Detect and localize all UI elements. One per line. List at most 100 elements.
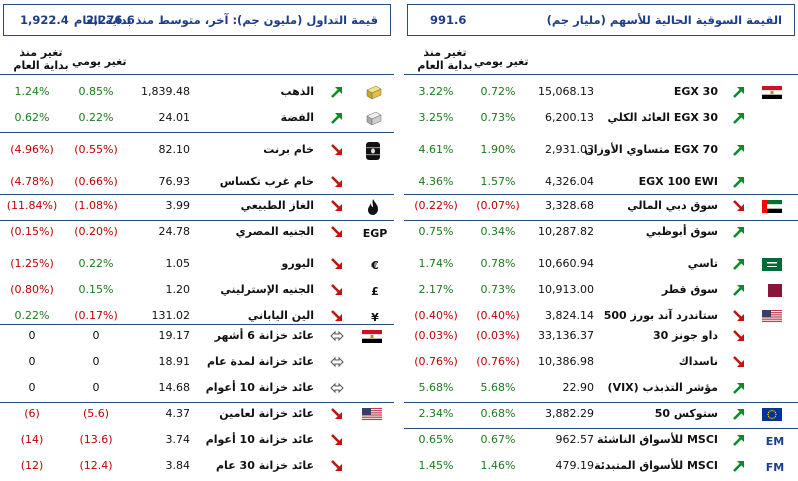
ytd-change: 0 (28, 381, 36, 394)
left-row: (12) (12.4) 3.84 عائد خزانة 30 عام (0, 454, 394, 480)
right-row: 0.65% 0.67% 962.57 MSCI للأسواق الناشئة EM (404, 428, 798, 454)
left-row: 0 0 14.68 عائد خزانة 10 أعوام (0, 376, 394, 402)
ytd-change: 0 (28, 355, 36, 368)
ytd-change: (12) (20, 459, 44, 472)
arrow-down-icon (330, 225, 344, 239)
right-row: 3.25% 0.73% 6,200.13 EGX 30 العائد الكلي (404, 106, 798, 132)
last-value: 479.19 (555, 459, 595, 472)
ytd-change: (0.15%) (10, 225, 54, 238)
ytd-change: 5.68% (418, 381, 454, 394)
instrument-name: خام غرب تكساس (219, 175, 314, 188)
group-divider (0, 132, 394, 133)
last-value: 3,882.29 (545, 407, 594, 420)
last-value: 82.10 (158, 143, 191, 156)
eu-flag-icon (762, 408, 782, 421)
instrument-name: عائد خزانة لمدة عام (206, 355, 314, 368)
instrument-name: ناسداك (678, 355, 718, 368)
daily-change: 0.22% (78, 111, 114, 124)
daily-change: 1.46% (480, 459, 516, 472)
arrow-up-icon (732, 225, 746, 239)
daily-change: 0.73% (480, 111, 516, 124)
ytd-change: 0 (28, 329, 36, 342)
daily-change: (0.17%) (74, 309, 118, 322)
last-value: 2,931.03 (545, 143, 594, 156)
euro-icon: € (371, 258, 379, 272)
group-divider (404, 220, 798, 221)
silver-bar-icon (362, 108, 384, 130)
last-value: 1,839.48 (141, 85, 190, 98)
ytd-change: (0.03%) (414, 329, 458, 342)
daily-change: 0.67% (480, 433, 516, 446)
ytd-change: (0.76%) (414, 355, 458, 368)
right-row: 4.36% 1.57% 4,326.04 EGX 100 EWI (404, 170, 798, 196)
last-value: 3.74 (165, 433, 191, 446)
daily-change: (0.66%) (74, 175, 118, 188)
right-row: (0.76%) (0.76%) 10,386.98 ناسداك (404, 350, 798, 376)
arrow-down-icon (330, 407, 344, 421)
daily-change: (1.08%) (74, 199, 118, 212)
last-value: 3,328.68 (545, 199, 594, 212)
daily-change: 0.85% (78, 85, 114, 98)
ytd-change-header-line2: بداية العام (417, 59, 473, 72)
instrument-name: MSCI للأسواق الناشئة (596, 433, 718, 446)
instrument-name: EGX 100 EWI (638, 175, 718, 188)
arrow-down-icon (732, 355, 746, 369)
last-value: 6,200.13 (545, 111, 594, 124)
instrument-name: عائد خزانة لعامين (219, 407, 314, 420)
ytd-change: (4.96%) (10, 143, 54, 156)
last-value: 18.91 (158, 355, 191, 368)
last-value: 24.78 (158, 225, 191, 238)
daily-change: (0.07%) (476, 199, 520, 212)
trading-value-label: قيمة التداول (مليون جم): آخر، متوسط منذ … (73, 13, 378, 27)
left-row: (4.78%) (0.66%) 76.93 خام غرب تكساس (0, 170, 394, 196)
ytd-change: 1.74% (418, 257, 454, 270)
egypt-flag-icon (362, 330, 382, 343)
instrument-name: خام برنت (263, 143, 314, 156)
arrow-down-icon (330, 309, 344, 323)
right-row: (0.40%) (0.40%) 3,824.14 ستاندرد آند بورز 5… (404, 304, 798, 330)
arrow-down-icon (330, 143, 344, 157)
daily-change: 5.68% (480, 381, 516, 394)
last-value: 4.37 (165, 407, 191, 420)
daily-change: 0.68% (480, 407, 516, 420)
qatar-flag-icon (762, 284, 782, 297)
daily-change: (13.6) (79, 433, 113, 446)
instrument-name: EGX 30 العائد الكلي (607, 111, 718, 124)
daily-change: (0.55%) (74, 143, 118, 156)
trading-value-average: 1,922.4 (20, 13, 69, 27)
uae-flag-icon (762, 200, 782, 213)
daily-change: 0.78% (480, 257, 516, 270)
header-divider (404, 74, 798, 75)
instrument-name: MSCI للأسواق المتبدئة (594, 459, 718, 472)
daily-change: 0 (92, 381, 100, 394)
instrument-name: ستوكس 50 (654, 407, 718, 420)
ytd-change: (11.84%) (6, 199, 58, 212)
right-row: 4.61% 1.90% 2,931.03 EGX 70 متساوي الأوزان (404, 138, 798, 164)
arrow-up-icon (732, 111, 746, 125)
instrument-name: ستاندرد آند بورز 500 (603, 309, 718, 322)
ytd-change-header: تغير منذ بداية العام (412, 46, 478, 72)
equity-indices-panel: 991.6 القيمة السوقية الحالية للأسهم (ملي… (404, 0, 798, 481)
instrument-name: الجنيه الإسترليني (220, 283, 314, 296)
usa-flag-icon (362, 408, 382, 421)
fm-label-icon: FM (765, 460, 785, 474)
arrow-up-icon (330, 111, 344, 125)
last-value: 19.17 (158, 329, 191, 342)
right-row: (0.22%) (0.07%) 3,328.68 سوق دبي المالي (404, 194, 798, 220)
yen-icon: ¥ (371, 310, 379, 324)
left-row: (1.25%) 0.22% 1.05 اليورو € (0, 252, 394, 278)
ytd-change: 2.34% (418, 407, 454, 420)
daily-change: 0 (92, 329, 100, 342)
ytd-change: 1.24% (14, 85, 50, 98)
last-value: 962.57 (555, 433, 595, 446)
left-row: (0.80%) 0.15% 1.20 الجنيه الإسترليني £ (0, 278, 394, 304)
arrow-up-icon (732, 143, 746, 157)
arrow-up-icon (732, 433, 746, 447)
arrow-up-icon (732, 459, 746, 473)
ytd-change-header-line1: تغير منذ (19, 46, 63, 59)
daily-change: 1.90% (480, 143, 516, 156)
daily-change: (0.20%) (74, 225, 118, 238)
group-divider (404, 402, 798, 403)
arrow-down-icon (732, 309, 746, 323)
group-divider (0, 402, 394, 403)
